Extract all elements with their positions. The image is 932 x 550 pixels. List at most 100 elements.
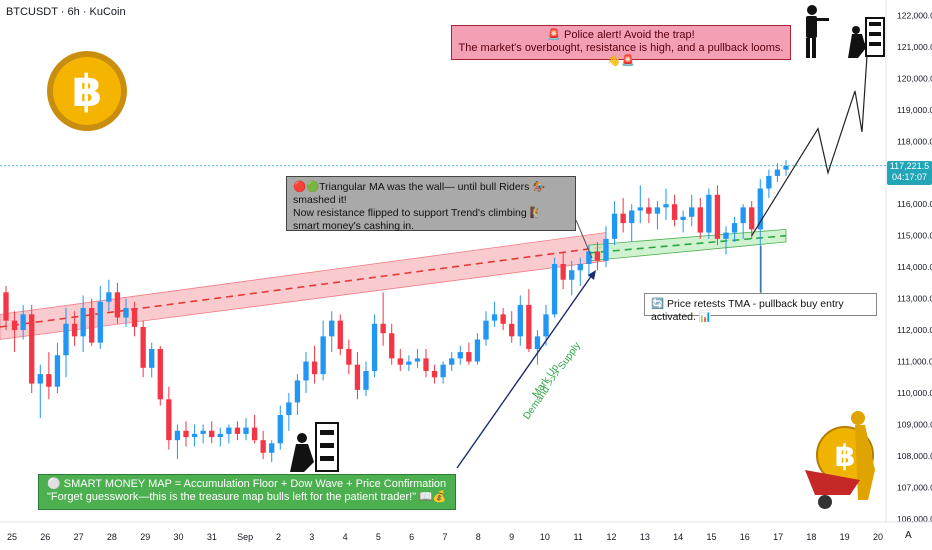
candle-body <box>774 169 781 176</box>
atm-slot <box>320 430 334 435</box>
candle-body <box>371 323 378 371</box>
candle-body <box>217 433 223 438</box>
x-tick-label: 9 <box>509 532 514 542</box>
retest-note: 🔄 Price retests TMA - pullback buy entry… <box>644 293 877 323</box>
candle-body <box>740 207 746 224</box>
candle-body <box>526 304 532 349</box>
candle-body <box>123 308 129 318</box>
candle-body <box>757 188 763 230</box>
candle-body <box>569 270 575 280</box>
candle-body <box>534 336 541 349</box>
x-tick-label: 5 <box>376 532 381 542</box>
golden-man-wheelbarrow-icon: ฿ <box>805 411 875 509</box>
thief-silhouette-icon <box>290 422 339 472</box>
x-tick-label: Sep <box>237 532 253 542</box>
coin-face <box>53 57 121 125</box>
x-tick-label: 27 <box>74 532 84 542</box>
candle-body <box>731 223 738 233</box>
candle-body <box>183 430 189 438</box>
candle-body <box>611 213 618 239</box>
price-axis-bg <box>886 0 932 550</box>
candle-body <box>551 264 558 315</box>
candle-body <box>697 207 703 233</box>
candle-body <box>646 207 652 214</box>
candle-body <box>80 308 86 337</box>
candle-body <box>209 430 215 438</box>
candle-body <box>671 204 678 220</box>
candle-body <box>320 336 326 375</box>
y-tick-label: 109,000.0 <box>897 419 932 429</box>
golden-man-head <box>851 411 865 425</box>
candle-body <box>260 440 266 453</box>
candle-body <box>200 430 206 434</box>
candle-body <box>251 427 258 441</box>
candle-body <box>277 415 283 444</box>
candle-body <box>303 361 309 381</box>
x-tick-label: 18 <box>806 532 816 542</box>
candle-body <box>191 433 198 438</box>
candle-body <box>431 370 438 378</box>
atm-slot <box>320 443 334 448</box>
candle-body <box>311 361 318 375</box>
demand-label: Demand >>> Supply <box>521 340 582 421</box>
x-tick-label: 4 <box>343 532 348 542</box>
candle-body <box>491 314 498 321</box>
x-tick-label: 11 <box>574 532 583 542</box>
x-tick-label: 30 <box>174 532 184 542</box>
x-tick-label: 14 <box>673 532 683 542</box>
x-tick-label: 25 <box>7 532 17 542</box>
candle-body <box>11 320 18 331</box>
candle-body <box>380 323 386 334</box>
candle-body <box>29 314 35 384</box>
candle-body <box>586 251 592 264</box>
x-tick-label: 26 <box>40 532 50 542</box>
candle-body <box>483 320 489 340</box>
atm-slot <box>869 42 881 46</box>
candle-body <box>629 210 635 224</box>
police-body <box>806 16 817 38</box>
x-tick-label: 7 <box>442 532 447 542</box>
x-tick-label: 13 <box>640 532 650 542</box>
coin-symbol: ฿ <box>835 439 856 474</box>
x-tick-label: 28 <box>107 532 117 542</box>
candle-body <box>663 204 669 208</box>
y-tick-label: 110,000.0 <box>897 388 932 398</box>
candle-body <box>97 301 103 343</box>
police-head <box>807 5 817 15</box>
atm-slot <box>320 456 334 461</box>
candle-body <box>723 232 729 239</box>
atm-slot <box>869 22 881 26</box>
police-alert-note: 🚨 Police alert! Avoid the trap! The mark… <box>451 25 791 67</box>
y-tick-label: 108,000.0 <box>897 451 932 461</box>
candle-body <box>106 292 112 302</box>
candle-body <box>46 374 52 387</box>
candle-body <box>680 216 686 220</box>
candle-body <box>500 314 506 324</box>
auto-scale-button[interactable]: A <box>905 530 912 541</box>
police-arm <box>815 18 829 21</box>
police-alert-line2: The market's overbought, resistance is h… <box>458 42 784 67</box>
candle-body <box>71 323 78 337</box>
candle-body <box>543 314 549 337</box>
y-tick-label: 116,000.0 <box>897 199 932 209</box>
candle-body <box>509 323 515 337</box>
police-alert-line1: 🚨 Police alert! Avoid the trap! <box>547 29 695 41</box>
retest-note-text: 🔄 Price retests TMA - pullback buy entry… <box>651 298 844 323</box>
smart-money-map-line1: ⚪ SMART MONEY MAP = Accumulation Floor +… <box>47 478 447 490</box>
x-tick-label: 10 <box>540 532 550 542</box>
police-silhouette-icon <box>806 5 829 58</box>
candle-body <box>3 292 9 321</box>
candle-body <box>54 355 61 387</box>
candle-body <box>389 333 395 359</box>
candle-body <box>406 361 412 365</box>
thief-head <box>297 433 307 443</box>
candle-body <box>517 304 523 337</box>
last-price-badge: 117,221.5 04:17:07 <box>887 161 932 185</box>
candle-body <box>440 364 446 378</box>
candle-body <box>157 348 163 400</box>
x-tick-label: 12 <box>607 532 617 542</box>
police-leg <box>812 38 816 58</box>
candle-body <box>466 352 472 362</box>
ticker-label: BTCUSDT · 6h · KuCoin <box>6 6 126 18</box>
